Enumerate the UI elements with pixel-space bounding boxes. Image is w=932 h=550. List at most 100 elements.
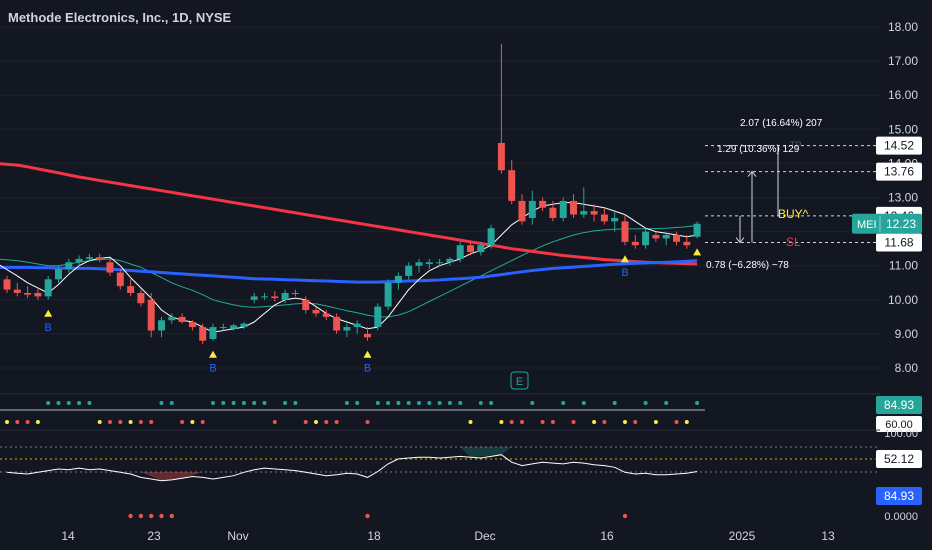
candle[interactable] <box>611 211 619 232</box>
candle[interactable] <box>333 313 341 334</box>
candle[interactable] <box>137 289 145 307</box>
candle[interactable] <box>693 221 701 239</box>
candle[interactable] <box>147 292 155 338</box>
candle-body <box>230 325 238 329</box>
candle[interactable] <box>322 310 330 321</box>
candle[interactable] <box>178 313 186 324</box>
candle[interactable] <box>168 313 176 324</box>
candle[interactable] <box>456 241 464 263</box>
indicator-dot <box>262 401 267 405</box>
candle[interactable] <box>188 320 196 331</box>
candle[interactable] <box>652 231 660 242</box>
candle-body <box>281 292 289 300</box>
candle-body <box>683 241 691 246</box>
candle[interactable] <box>116 269 124 290</box>
candle[interactable] <box>621 214 629 246</box>
candle[interactable] <box>673 231 680 246</box>
candle[interactable] <box>497 44 505 174</box>
candle[interactable] <box>250 292 258 304</box>
candle-body <box>652 235 660 239</box>
candle-body <box>446 258 454 263</box>
price-axis[interactable]: 18.0017.0016.0015.0014.0013.0012.0011.00… <box>888 20 918 375</box>
candle-body <box>353 323 361 328</box>
candle[interactable] <box>96 253 104 263</box>
candle[interactable] <box>230 323 238 331</box>
candle[interactable] <box>158 316 165 338</box>
indicator-dot <box>211 401 215 405</box>
candle[interactable] <box>508 159 516 205</box>
candle[interactable] <box>374 303 382 331</box>
candle[interactable] <box>44 275 52 300</box>
osc-signal-dot <box>169 513 174 519</box>
indicator-dot <box>118 420 123 424</box>
candle-body <box>621 221 629 242</box>
candle[interactable] <box>3 275 11 293</box>
candle-body <box>261 296 268 298</box>
candle[interactable] <box>55 265 62 283</box>
candle[interactable] <box>240 321 248 329</box>
earnings-label: E <box>516 376 523 388</box>
candle[interactable] <box>281 289 289 304</box>
candle[interactable] <box>384 279 392 311</box>
candle[interactable] <box>487 224 495 249</box>
oscillator-line <box>6 454 698 482</box>
candle[interactable] <box>570 194 577 218</box>
candle[interactable] <box>85 253 93 263</box>
candle[interactable] <box>580 187 588 218</box>
candle[interactable] <box>261 292 268 300</box>
candle[interactable] <box>590 204 598 222</box>
osc-value-bg <box>876 450 922 468</box>
candle[interactable] <box>127 279 135 297</box>
candle[interactable] <box>394 272 402 290</box>
candle[interactable] <box>528 190 536 225</box>
candle[interactable] <box>642 228 650 249</box>
time-axis[interactable]: 14 23 Nov 18 Dec 16 2025 13 <box>61 529 835 543</box>
candles[interactable] <box>3 44 701 345</box>
osc-oversold-fill <box>140 472 203 481</box>
candle[interactable] <box>467 241 474 256</box>
indicator-dot <box>66 401 71 405</box>
indicator-dot <box>530 401 535 405</box>
position-tool[interactable]: 2.07 (16.64%) 207 TP1.29 (10.36%) 129 BUY^… <box>705 118 880 271</box>
candle[interactable] <box>343 323 351 338</box>
candle[interactable] <box>34 287 42 300</box>
candle[interactable] <box>364 327 371 341</box>
candle[interactable] <box>199 323 207 345</box>
candle[interactable] <box>75 255 83 266</box>
candle[interactable] <box>683 235 691 249</box>
candle[interactable] <box>302 296 310 314</box>
candle[interactable] <box>353 320 361 334</box>
candle[interactable] <box>13 282 21 297</box>
candle[interactable] <box>559 197 567 222</box>
indicator-dot <box>520 420 524 424</box>
candle[interactable] <box>518 194 526 225</box>
candle[interactable] <box>549 200 557 222</box>
indicator-dot <box>396 401 401 405</box>
candle[interactable] <box>219 323 227 331</box>
candle[interactable] <box>600 207 608 225</box>
candle[interactable] <box>312 306 320 317</box>
candle[interactable] <box>446 257 454 266</box>
indicator-dot <box>221 401 226 405</box>
candle[interactable] <box>539 197 547 212</box>
candle[interactable] <box>662 231 670 246</box>
candle[interactable] <box>436 258 444 266</box>
candle[interactable] <box>291 289 299 297</box>
candle[interactable] <box>106 258 114 276</box>
buy-signal-triangle <box>44 309 53 317</box>
indicator-dot <box>427 401 432 405</box>
candle[interactable] <box>415 258 423 273</box>
candle[interactable] <box>425 258 433 270</box>
candle[interactable] <box>209 323 217 341</box>
candle[interactable] <box>24 286 32 299</box>
candle[interactable] <box>271 291 279 302</box>
price-tag-bg <box>876 162 922 181</box>
candle[interactable] <box>477 241 485 256</box>
indicator-dot <box>643 401 648 405</box>
candle[interactable] <box>405 262 413 280</box>
earnings-icon[interactable]: E <box>510 371 529 390</box>
buy-label: BUY^ <box>778 207 809 221</box>
candle[interactable] <box>65 258 73 273</box>
candle-body <box>302 299 310 311</box>
candle[interactable] <box>631 235 639 249</box>
